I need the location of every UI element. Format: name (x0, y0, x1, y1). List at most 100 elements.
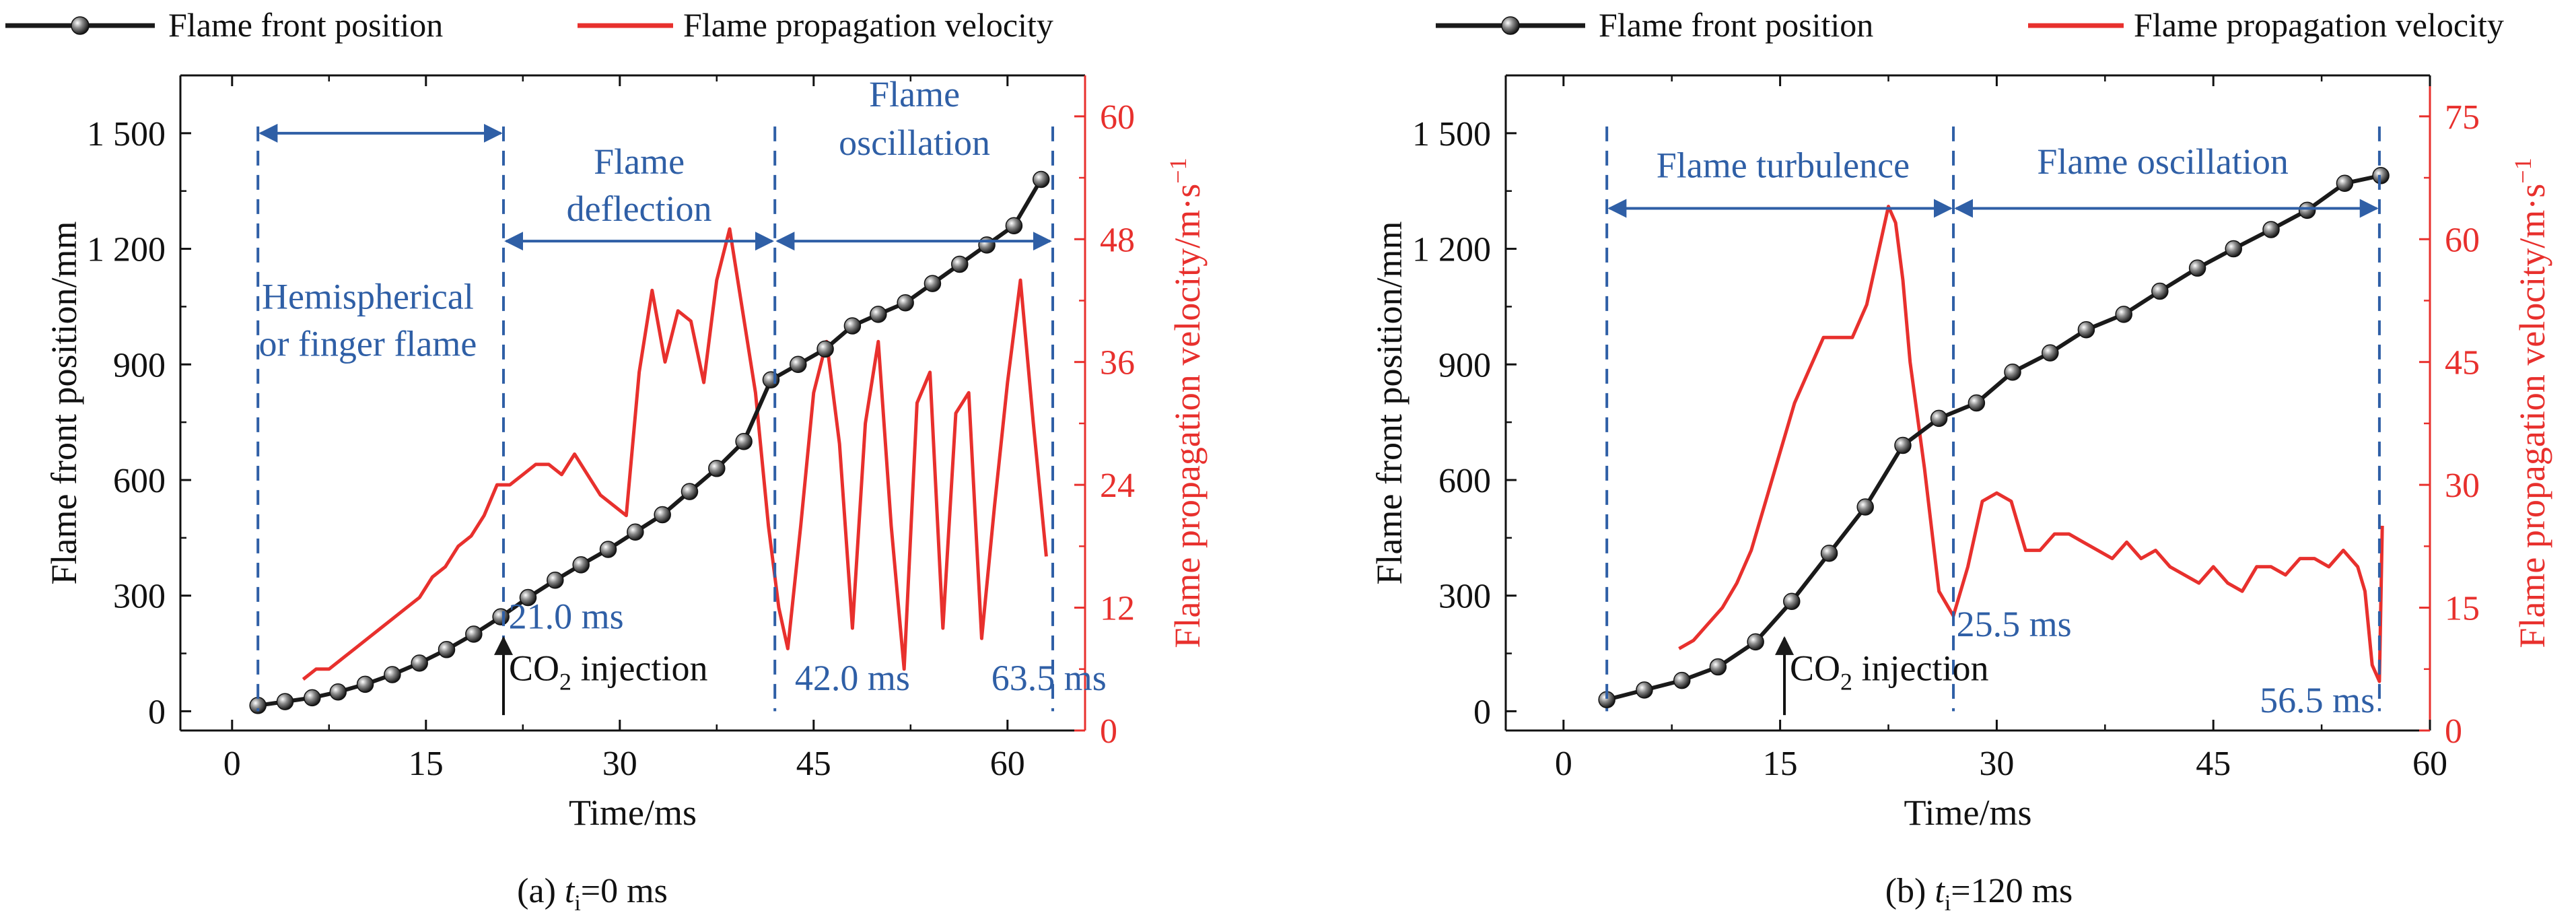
y-left-tick-label: 600 (113, 462, 166, 500)
position-point (951, 255, 969, 273)
position-point (1673, 671, 1691, 689)
phase-label-line: Flame oscillation (2037, 141, 2288, 182)
position-point (978, 236, 996, 254)
position-point (2077, 321, 2095, 339)
position-point (2336, 174, 2354, 193)
position-point (572, 556, 590, 574)
injection-label-rest: injection (1852, 648, 1988, 689)
position-point (1709, 658, 1727, 676)
position-point (924, 275, 942, 292)
time-label: 56.5 ms (2260, 680, 2375, 720)
position-point (438, 641, 456, 658)
panel-caption: (a) ti=0 ms (517, 872, 668, 916)
legend-marker (1501, 16, 1520, 35)
injection-label: CO2 injection (1790, 648, 1988, 695)
y-right-axis-label-sup: −1 (2509, 158, 2536, 183)
caption-variable: t (565, 872, 576, 910)
position-point (356, 675, 374, 693)
caption-subscript: i (574, 891, 580, 916)
legend: Flame front position Flame propagation ve… (5, 6, 1053, 44)
position-point (2225, 240, 2242, 258)
position-point (654, 506, 671, 524)
chart-panel-b: Flame front position Flame propagation ve… (1369, 6, 2552, 916)
phase-label-line: Hemispherical (262, 276, 474, 316)
y-right-tick-label: 48 (1100, 221, 1135, 259)
position-point (599, 541, 617, 558)
injection-label-sub: 2 (1840, 669, 1852, 695)
position-point (1636, 681, 1653, 699)
position-point (304, 689, 321, 707)
phase-label-line: Flame turbulence (1657, 145, 1910, 186)
position-point (2004, 363, 2021, 381)
x-axis-label: Time/ms (569, 792, 697, 833)
x-tick-label: 60 (2412, 745, 2447, 783)
position-point (465, 625, 483, 643)
y-right-axis-label-main: Flame propagation velocity/m·s (1167, 184, 1208, 648)
position-point (2151, 282, 2169, 300)
phase-label: Flame oscillation (839, 74, 990, 163)
y-right-axis-label-sup: −1 (1164, 158, 1191, 183)
caption-variable: t (1935, 872, 1945, 910)
y-right-tick-label: 60 (2445, 221, 2480, 259)
y-right-tick-label: 0 (1100, 712, 1117, 751)
position-point (2372, 167, 2390, 184)
injection-label-main: CO (509, 648, 559, 689)
time-label: 25.5 ms (1957, 604, 2072, 644)
position-point (519, 588, 537, 607)
y-left-tick-label: 900 (1438, 346, 1491, 384)
legend-label: Flame front position (168, 6, 443, 44)
position-point (1005, 217, 1023, 234)
phase-label: Hemispherical or finger flame (258, 276, 477, 364)
x-tick-label: 0 (223, 745, 241, 783)
time-label: 21.0 ms (509, 596, 624, 636)
position-point (2262, 221, 2280, 238)
y-left-tick-label: 1 500 (87, 115, 166, 154)
time-label: 63.5 ms (991, 658, 1107, 698)
position-point (627, 523, 644, 541)
position-point (2042, 344, 2059, 362)
injection-label-rest: injection (571, 648, 707, 689)
position-point (1856, 498, 1874, 516)
position-series-line (257, 178, 1043, 708)
y-right-tick-label: 30 (2445, 467, 2480, 505)
y-left-axis-label: Flame front position/mm (44, 222, 84, 585)
x-axis-label: Time/ms (1904, 792, 2031, 833)
x-tick-label: 15 (409, 745, 444, 783)
position-point (411, 654, 428, 672)
y-left-tick-label: 1 500 (1412, 115, 1491, 154)
injection-label-sub: 2 (559, 669, 571, 695)
y-left-tick-label: 0 (1473, 693, 1491, 731)
time-label: 42.0 ms (795, 658, 910, 698)
y-right-tick-label: 45 (2445, 344, 2480, 382)
position-point (790, 355, 807, 374)
x-tick-label: 0 (1555, 745, 1572, 783)
position-point (2115, 306, 2132, 323)
y-left-tick-label: 300 (113, 578, 166, 616)
position-point (1783, 592, 1801, 611)
x-tick-label: 30 (1979, 745, 2014, 783)
panel-caption: (b) ti=120 ms (1885, 872, 2073, 916)
phase-label-line: deflection (567, 189, 712, 229)
position-point (1968, 394, 1986, 412)
x-tick-label: 60 (990, 745, 1025, 783)
y-right-tick-label: 75 (2445, 98, 2480, 137)
legend-marker (71, 16, 90, 35)
y-right-axis-label: Flame propagation velocity/m·s−1 (2509, 158, 2552, 648)
position-point (870, 306, 887, 323)
legend-label: Flame propagation velocity (683, 6, 1053, 44)
injection-label-main: CO (1790, 648, 1840, 689)
chart-panel-a: Flame front position Flame propagation ve… (5, 6, 1208, 916)
position-point (2188, 259, 2206, 277)
position-point (1820, 544, 1838, 562)
position-point (1747, 633, 1764, 651)
position-point (492, 608, 510, 625)
position-point (762, 371, 780, 388)
y-left-tick-label: 600 (1438, 462, 1491, 500)
phase-label-line: or finger flame (258, 323, 477, 364)
position-point (897, 294, 914, 312)
position-point (276, 693, 294, 710)
velocity-series-line (1678, 205, 2384, 683)
legend: Flame front position Flame propagation ve… (1436, 6, 2504, 44)
position-point (547, 572, 564, 589)
